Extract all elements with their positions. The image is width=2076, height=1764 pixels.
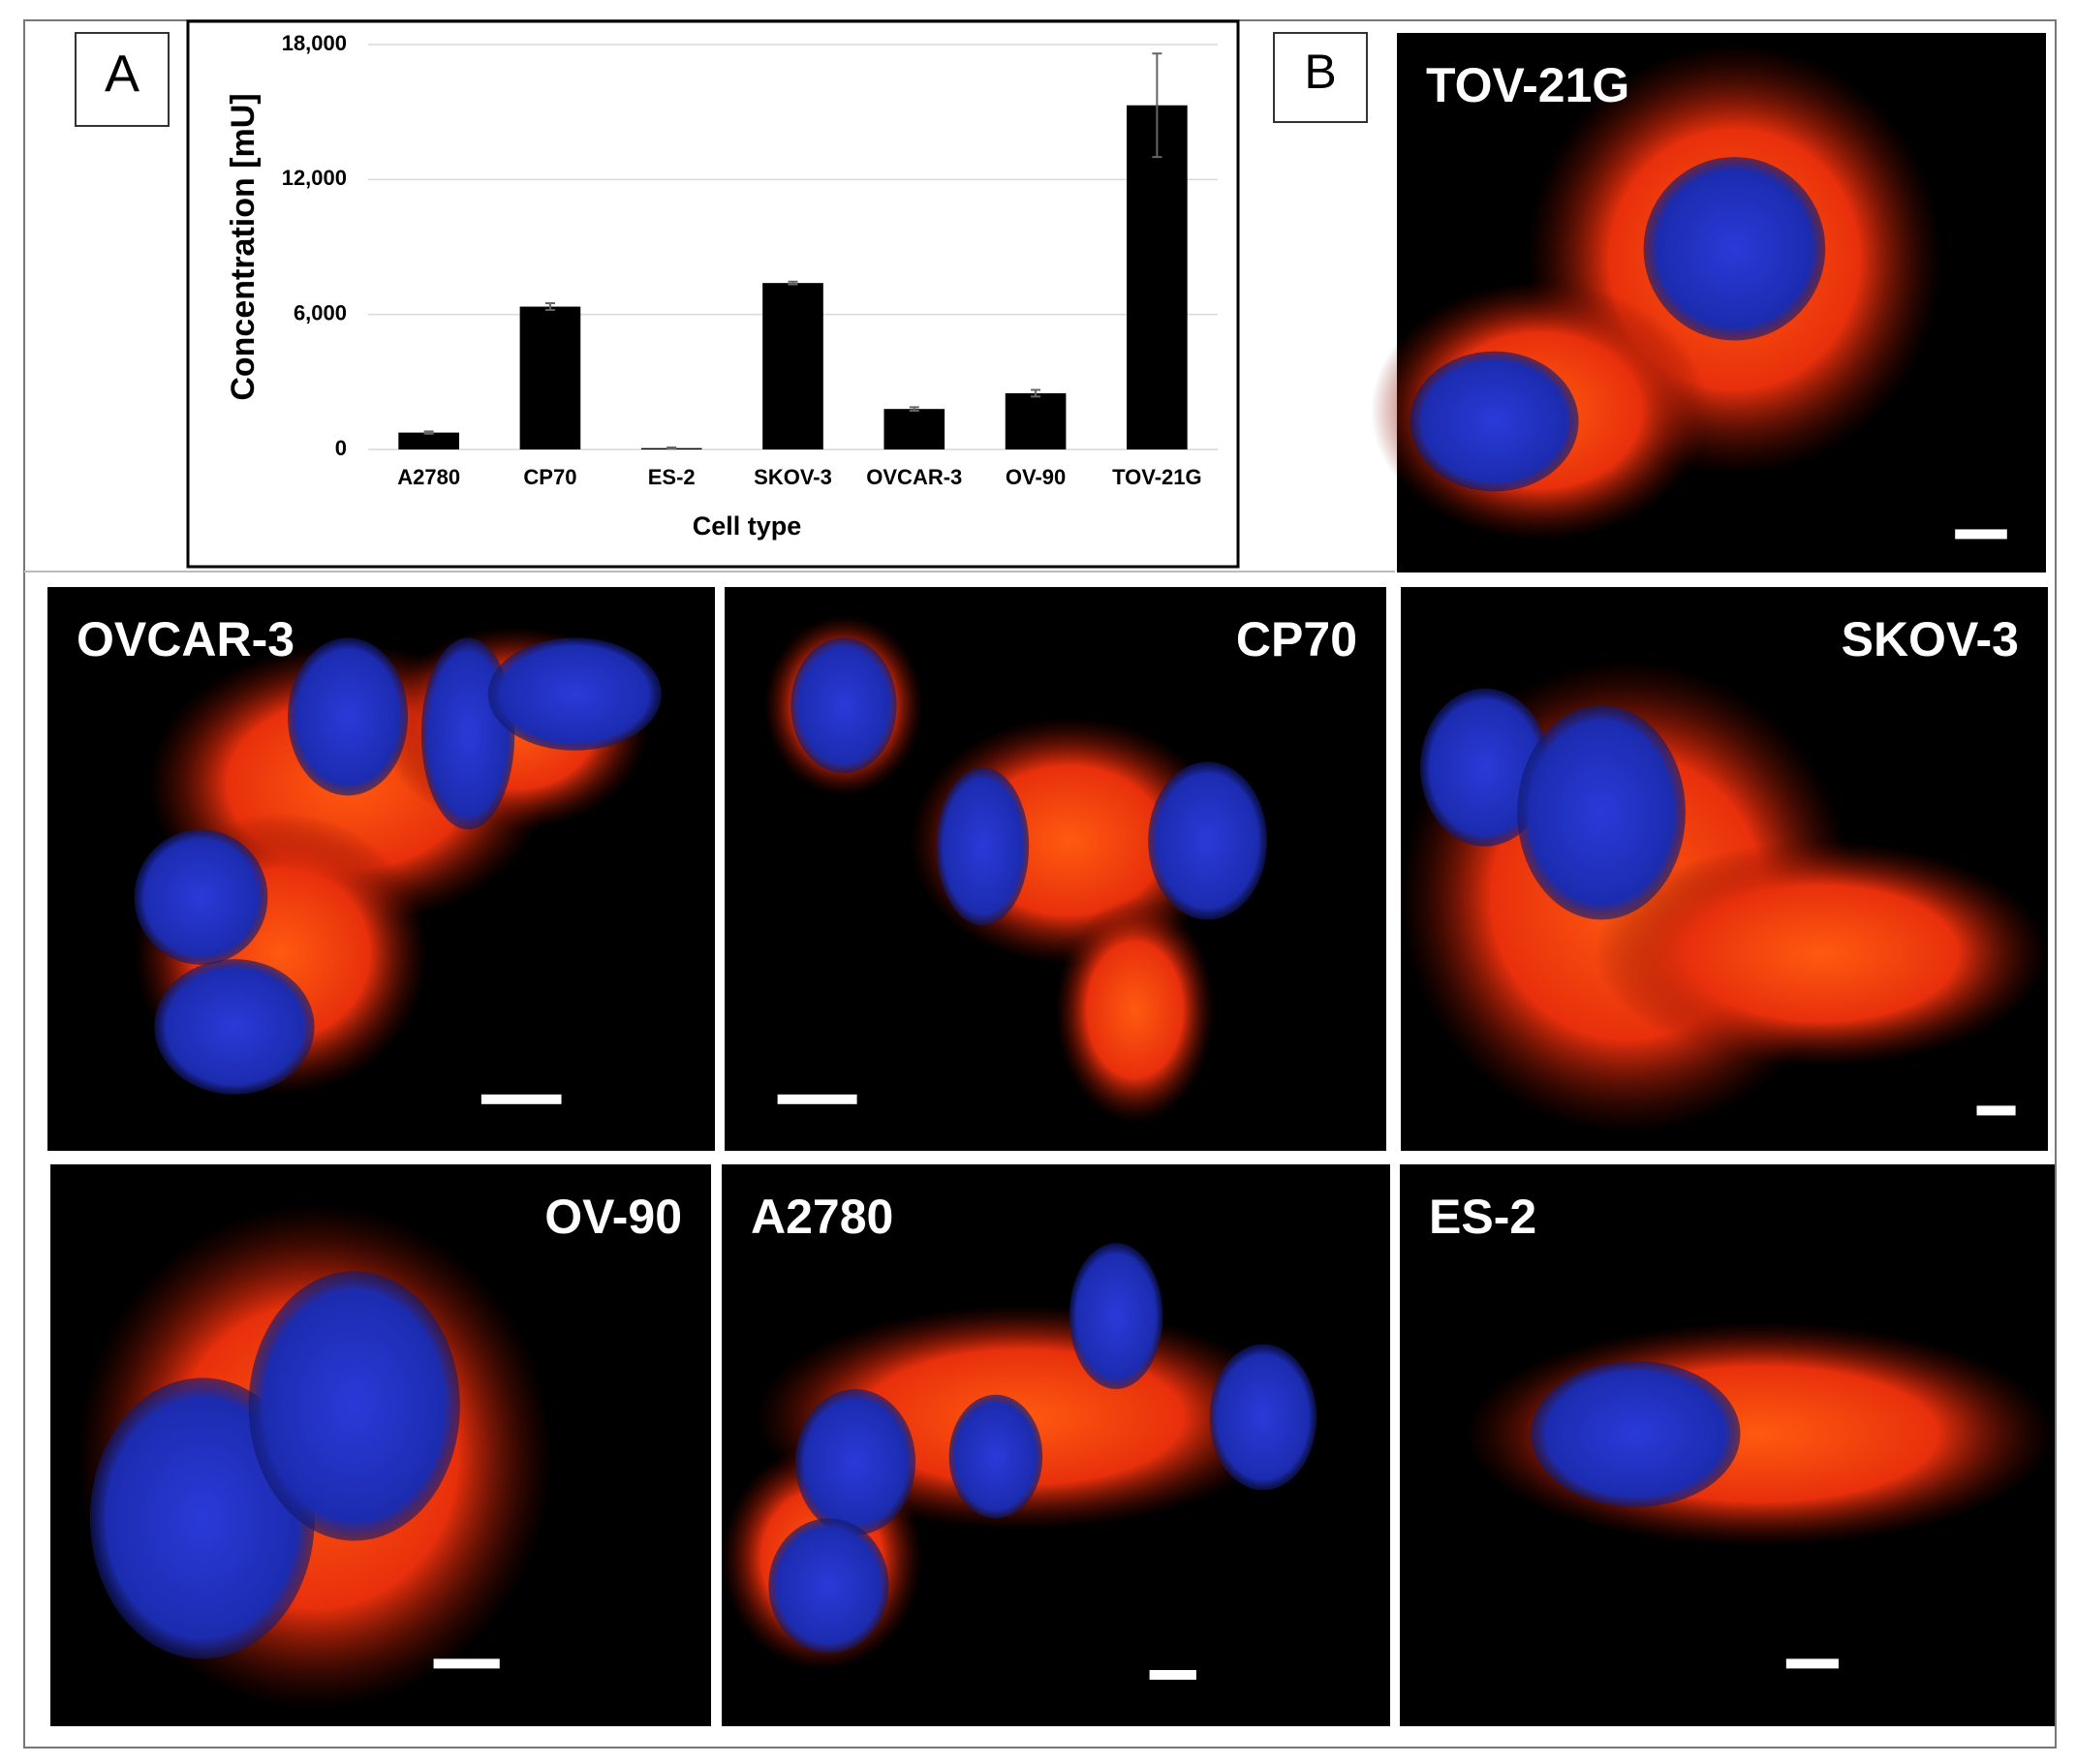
error-bar [544,302,555,312]
bar [398,432,459,449]
chart-frame [186,19,1240,569]
panel-label: A [105,45,139,103]
micrograph-label: ES-2 [1429,1190,1536,1244]
cell-nucleus [768,1518,889,1654]
cell-nucleus [790,637,897,774]
bar [1127,105,1188,449]
scale-bar [433,1658,500,1669]
scale-bar [1976,1105,2016,1116]
panel-label: B [1304,45,1336,99]
cell-nucleus [1410,351,1579,492]
x-axis-label: Cell type [693,511,802,541]
cell-nucleus [794,1389,916,1535]
y-tick-label: 18,000 [282,31,347,55]
cell-nucleus [1420,688,1550,847]
panel-label-box [75,32,170,127]
cell-nucleus [1531,1361,1741,1507]
bar [1005,392,1067,449]
cell-nucleus [288,637,409,796]
scale-bar [1955,529,2007,540]
bar [762,283,823,449]
scale-bar [1785,1658,1839,1669]
bar [519,306,581,449]
x-tick-label: OV-90 [1006,465,1066,489]
micrograph-label: TOV-21G [1426,58,1629,112]
bar [883,409,945,449]
cell-nucleus [1209,1344,1317,1491]
y-tick-label: 0 [335,436,347,460]
error-bar [423,430,434,435]
micrograph-label: CP70 [1236,612,1357,666]
error-bar [909,406,919,413]
x-tick-label: OVCAR-3 [866,465,962,489]
y-axis-label: Concentration [mU] [225,93,262,400]
cell-nucleus [248,1271,460,1541]
error-bar [666,446,677,450]
x-tick-label: CP70 [523,465,576,489]
micrograph-label: OVCAR-3 [77,612,294,666]
cell-cytoplasm [1595,840,2048,1067]
cell-nucleus [948,1394,1043,1519]
scale-bar [777,1094,857,1104]
micrographs: TOV-21G OVCAR-3 CP70 SKOV-3 OV-90 A2780 ES-2 [47,33,2055,1726]
bar-chart: 0 6,000 12,000 18,000 A2780 CP70 ES-2 SKOV-3 OVC… [282,31,1218,489]
error-bar [788,280,798,286]
scale-bar [480,1094,562,1104]
cell-nucleus [1069,1243,1163,1389]
x-tick-label: TOV-21G [1112,465,1202,489]
micrograph-label: OV-90 [544,1190,682,1244]
cell-nucleus [1643,157,1826,341]
y-tick-label: 6,000 [294,300,347,325]
error-bar [1152,52,1162,159]
micrograph-label: A2780 [751,1190,893,1244]
panel-label-box [1273,32,1368,123]
cell-nucleus [1148,761,1268,920]
scale-bar [1149,1670,1196,1680]
y-tick-label: 12,000 [282,166,347,190]
micrograph-label: SKOV-3 [1842,612,2019,666]
x-tick-label: SKOV-3 [754,465,832,489]
x-tick-label: ES-2 [648,465,696,489]
cell-cytoplasm [1055,897,1215,1123]
error-bar [1031,388,1041,398]
cell-nucleus [154,959,315,1095]
cell-nucleus [936,767,1030,926]
cell-nucleus [134,829,268,965]
x-tick-label: A2780 [397,465,460,489]
cell-nucleus [487,637,662,751]
cell-nucleus [1517,705,1686,920]
